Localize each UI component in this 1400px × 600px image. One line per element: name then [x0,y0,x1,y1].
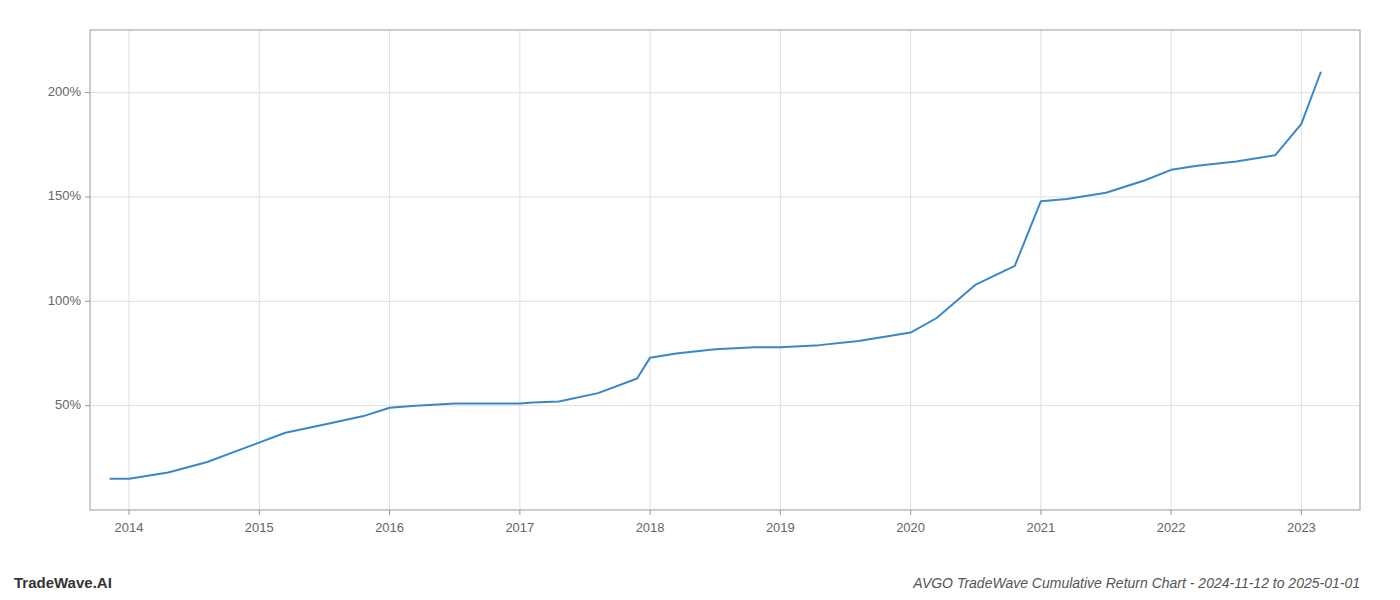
x-grid-line [1040,30,1041,510]
y-tick [85,301,90,302]
y-grid-line [90,405,1360,406]
y-tick-label: 150% [48,188,82,203]
x-grid-line [650,30,651,510]
x-tick [780,510,781,515]
x-grid-line [519,30,520,510]
y-tick [85,92,90,93]
chart-title: AVGO TradeWave Cumulative Return Chart -… [912,575,1360,591]
x-grid-line [129,30,130,510]
x-grid-line [910,30,911,510]
chart-svg: 50% 100% 150% 200% 2014 2015 2016 2017 2018 2019 2… [0,0,1400,600]
y-tick-label: 50% [55,397,81,412]
x-grid-line [1301,30,1302,510]
chart-container: 50% 100% 150% 200% 2014 2015 2016 2017 2018 2019 2… [0,0,1400,600]
x-tick [129,510,130,515]
y-tick [85,405,90,406]
x-tick [1040,510,1041,515]
x-tick-label: 2019 [766,520,795,535]
x-tick-label: 2014 [115,520,144,535]
x-grid-line [780,30,781,510]
x-tick-label: 2021 [1026,520,1055,535]
x-tick [1171,510,1172,515]
x-tick-label: 2016 [375,520,404,535]
y-tick-label: 100% [48,293,82,308]
y-grid-line [90,196,1360,197]
x-tick-label: 2020 [896,520,925,535]
x-tick-label: 2015 [245,520,274,535]
x-tick [650,510,651,515]
x-grid-line [389,30,390,510]
watermark: TradeWave.AI [14,574,112,591]
x-tick-label: 2023 [1287,520,1316,535]
data-line [110,72,1321,479]
x-tick [259,510,260,515]
x-tick [1301,510,1302,515]
x-tick [389,510,390,515]
x-tick-label: 2017 [505,520,534,535]
x-tick-label: 2018 [636,520,665,535]
x-grid-line [1171,30,1172,510]
series-group [110,72,1321,479]
y-tick-label: 200% [48,84,82,99]
axes: 50% 100% 150% 200% 2014 2015 2016 2017 2018 2019 2… [48,30,1360,535]
plot-frame [90,30,1360,510]
y-tick [85,196,90,197]
x-grid-line [259,30,260,510]
grid [90,30,1360,510]
x-tick-label: 2022 [1157,520,1186,535]
y-grid-line [90,301,1360,302]
x-tick [910,510,911,515]
y-grid-line [90,92,1360,93]
x-tick [519,510,520,515]
